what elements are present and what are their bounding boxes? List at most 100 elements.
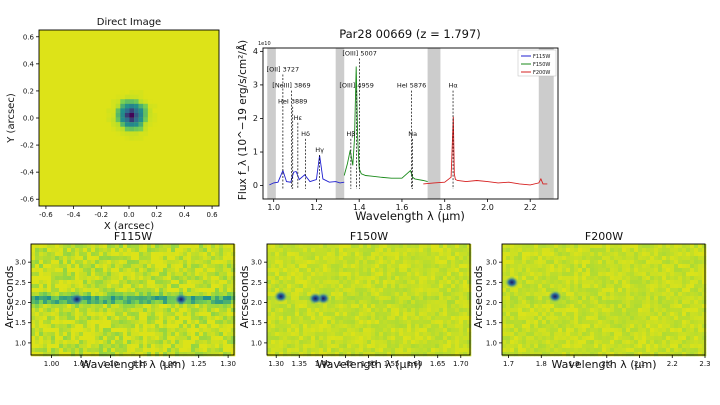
f115w_2d-pixel: [195, 268, 200, 273]
f200w_2d-pixel: [694, 344, 699, 349]
f200w_2d-pixel: [554, 348, 559, 353]
f200w_2d-pixel: [658, 264, 663, 269]
f200w_2d-pixel: [622, 312, 627, 317]
f150w_2d-pixel: [467, 268, 472, 273]
f200w_2d-pixel: [678, 288, 683, 293]
f115w_2d-pixel: [155, 308, 160, 313]
f115w_2d-pixel: [163, 280, 168, 285]
f200w_2d-pixel: [694, 328, 699, 333]
f150w_2d-pixel: [335, 328, 340, 333]
direct-image-pixel: [134, 103, 139, 109]
f115w_2d-pixel: [219, 244, 224, 249]
f150w_2d-pixel: [299, 252, 304, 257]
f115w_2d-pixel: [227, 312, 232, 317]
f150w_2d-pixel: [327, 264, 332, 269]
f200w_2d-pixel: [570, 248, 575, 253]
f150w_2d-pixel: [287, 316, 292, 321]
f200w_2d-pixel: [614, 292, 619, 297]
f115w_2d-pixel: [107, 340, 112, 345]
f200w_2d-pixel: [586, 244, 591, 249]
f150w_2d-pixel: [295, 320, 300, 325]
f150w_2d-pixel: [335, 256, 340, 261]
f115w_2d-pixel: [127, 288, 132, 293]
f150w_2d-pixel: [331, 352, 336, 357]
f200w_2d-pixel: [634, 340, 639, 345]
f200w_2d-pixel: [690, 296, 695, 301]
f115w_2d-pixel: [87, 300, 92, 305]
f115w_2d-pixel: [171, 308, 176, 313]
f115w_2d-pixel: [119, 332, 124, 337]
f150w_2d-pixel: [275, 276, 280, 281]
f150w_2d-pixel: [439, 332, 444, 337]
f200w_2d-pixel: [546, 248, 551, 253]
f150w_2d-pixel: [443, 292, 448, 297]
f150w_2d-pixel: [315, 328, 320, 333]
direct-image-pixel: [124, 131, 130, 137]
f200w_2d-pixel: [678, 284, 683, 289]
f150w-ylabel: Arcseconds: [238, 265, 251, 328]
f150w_2d-pixel: [323, 324, 328, 329]
f115w_2d-pixel: [215, 320, 220, 325]
f200w_2d-pixel: [506, 288, 511, 293]
f200w_2d-pixel: [642, 348, 647, 353]
f115w_2d-ytick-label: 2.5: [15, 279, 26, 287]
f150w_2d-pixel: [387, 292, 392, 297]
f200w_2d-pixel: [618, 268, 623, 273]
f115w_2d-pixel: [115, 336, 120, 341]
f150w_2d-ytick-label: 1.0: [251, 339, 262, 347]
f115w_2d-pixel: [99, 312, 104, 317]
f200w_2d-pixel: [642, 268, 647, 273]
f200w_2d-pixel: [678, 248, 683, 253]
f200w_2d-pixel: [662, 256, 667, 261]
f150w_2d-pixel: [383, 252, 388, 257]
f150w_2d-pixel: [419, 272, 424, 277]
f200w_2d-pixel: [582, 324, 587, 329]
f150w_2d-pixel: [343, 320, 348, 325]
f115w_2d-pixel: [151, 280, 156, 285]
f200w_2d-pixel: [702, 312, 707, 317]
f150w_2d-pixel: [419, 300, 424, 305]
f115w_2d-pixel: [211, 328, 216, 333]
f150w_2d-pixel: [435, 280, 440, 285]
f200w_2d-pixel: [638, 260, 643, 265]
f150w_2d-pixel: [299, 276, 304, 281]
f150w_2d-pixel: [431, 252, 436, 257]
f115w_2d-pixel: [191, 280, 196, 285]
f115w_2d-pixel: [167, 272, 172, 277]
f150w_2d-pixel: [291, 336, 296, 341]
f200w_2d-pixel: [590, 252, 595, 257]
f150w_2d-pixel: [383, 268, 388, 273]
f150w_2d-pixel: [447, 288, 452, 293]
f115w_2d-pixel: [43, 260, 48, 265]
f115w_2d-pixel: [71, 252, 76, 257]
f200w_2d-pixel: [558, 304, 563, 309]
f115w_2d-pixel: [175, 320, 180, 325]
f115w_2d-pixel: [99, 348, 104, 353]
f115w_2d-pixel: [119, 328, 124, 333]
f200w_2d-pixel: [570, 332, 575, 337]
f200w_2d-pixel: [550, 308, 555, 313]
f150w_2d-pixel: [391, 304, 396, 309]
f150w_2d-pixel: [319, 272, 324, 277]
f150w_2d-pixel: [459, 324, 464, 329]
f150w_2d-pixel: [415, 324, 420, 329]
f150w_2d-pixel: [283, 328, 288, 333]
f150w_2d-pixel: [299, 296, 304, 301]
f200w_2d-pixel: [582, 272, 587, 277]
f200w_2d-pixel: [622, 324, 627, 329]
f150w_2d-pixel: [351, 352, 356, 357]
f200w_2d-pixel: [702, 344, 707, 349]
f200w_2d-pixel: [666, 324, 671, 329]
f150w_2d-pixel: [375, 264, 380, 269]
f150w_2d-pixel: [427, 296, 432, 301]
f150w_2d-pixel: [395, 268, 400, 273]
f115w_2d-pixel: [111, 280, 116, 285]
direct-image-pixel: [129, 112, 135, 118]
f150w_2d-pixel: [295, 336, 300, 341]
f115w_2d-pixel: [119, 260, 124, 265]
f150w_2d-pixel: [387, 280, 392, 285]
f200w_2d-pixel: [630, 300, 635, 305]
f200w_2d-pixel: [646, 280, 651, 285]
f115w_2d-pixel: [95, 284, 100, 289]
f150w_2d-pixel: [327, 284, 332, 289]
